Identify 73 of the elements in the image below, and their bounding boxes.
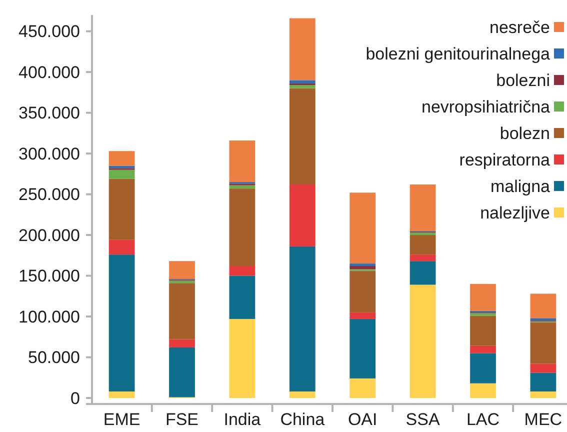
bar bbox=[350, 312, 376, 319]
legend-label: maligna bbox=[490, 176, 551, 196]
bar bbox=[470, 284, 496, 311]
x-tick-label: OAI bbox=[348, 410, 378, 429]
legend-label: bolezn bbox=[500, 124, 550, 143]
bar bbox=[530, 322, 556, 364]
bar bbox=[470, 353, 496, 384]
x-tick-label: FSE bbox=[165, 410, 199, 429]
bar bbox=[229, 185, 256, 189]
bar bbox=[169, 280, 195, 284]
bar bbox=[169, 339, 195, 348]
y-tick-label: 300.000 bbox=[18, 144, 80, 164]
bar bbox=[350, 270, 376, 312]
y-tick-label: 150.000 bbox=[18, 266, 80, 286]
y-tick-label: 200.000 bbox=[18, 226, 80, 245]
bar bbox=[229, 188, 256, 266]
bar bbox=[108, 170, 135, 179]
y-tick-label: 450.000 bbox=[18, 22, 80, 42]
y-tick-label: 100.000 bbox=[18, 307, 80, 326]
bar bbox=[530, 318, 556, 321]
bar bbox=[289, 184, 316, 246]
legend-label: bolezni bbox=[496, 70, 550, 90]
bar bbox=[350, 192, 376, 264]
bar bbox=[169, 347, 195, 398]
bar bbox=[169, 283, 195, 340]
bar bbox=[289, 88, 316, 184]
x-tick-label: India bbox=[224, 410, 262, 429]
legend-label: nalezljive bbox=[480, 203, 550, 222]
bar bbox=[410, 254, 436, 262]
y-tick-label: 250.000 bbox=[18, 185, 80, 204]
bar bbox=[410, 284, 436, 398]
bar bbox=[289, 80, 316, 84]
bar bbox=[289, 391, 316, 398]
bar bbox=[530, 364, 556, 373]
bar bbox=[350, 378, 376, 398]
bar bbox=[410, 235, 436, 255]
bar bbox=[530, 294, 556, 318]
bar bbox=[350, 266, 376, 270]
bar bbox=[108, 151, 135, 166]
bar bbox=[229, 140, 256, 182]
bar bbox=[470, 346, 496, 354]
bar bbox=[229, 276, 256, 319]
y-tick-label: 0 bbox=[70, 388, 80, 408]
bar bbox=[530, 391, 556, 398]
x-tick-label: SSA bbox=[406, 410, 440, 429]
y-tick-label: 50.000 bbox=[28, 348, 80, 368]
bar bbox=[289, 18, 316, 80]
bar bbox=[530, 372, 556, 392]
bar bbox=[229, 266, 256, 276]
bar bbox=[410, 184, 436, 231]
bar bbox=[229, 318, 256, 398]
bar bbox=[289, 85, 316, 88]
bar bbox=[470, 383, 496, 398]
bar bbox=[108, 391, 135, 398]
legend-label: respiratorna bbox=[459, 150, 551, 170]
bar bbox=[108, 178, 135, 240]
bar bbox=[169, 261, 195, 280]
bar bbox=[470, 316, 496, 346]
legend-label: bolezni genitourinalnega bbox=[366, 44, 551, 64]
x-tick-label: EME bbox=[103, 410, 140, 429]
x-tick-label: China bbox=[280, 410, 326, 429]
bar bbox=[289, 246, 316, 392]
y-tick-label: 400.000 bbox=[18, 62, 80, 82]
bar bbox=[410, 232, 436, 236]
x-tick-label: LAC bbox=[466, 410, 500, 429]
bar bbox=[350, 318, 376, 378]
bar bbox=[410, 261, 436, 285]
bar bbox=[108, 254, 135, 392]
y-tick-label: 350.000 bbox=[18, 104, 80, 123]
x-tick-label: MEC bbox=[524, 410, 562, 429]
bar bbox=[108, 240, 135, 255]
legend-label: nevropsihiatrična bbox=[421, 97, 551, 116]
legend-label: nesreče bbox=[490, 18, 550, 37]
